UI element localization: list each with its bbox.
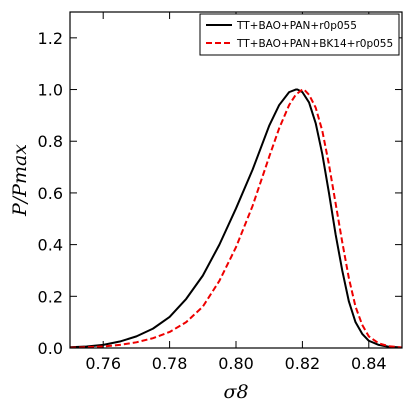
x-tick-label: 0.78 [152, 354, 188, 373]
y-tick-label: 0.8 [38, 132, 63, 151]
legend: TT+BAO+PAN+r0p055 TT+BAO+PAN+BK14+r0p055 [199, 13, 400, 56]
x-tick-label: 0.82 [285, 354, 321, 373]
legend-label: TT+BAO+PAN+r0p055 [236, 20, 357, 32]
y-tick-label: 1.0 [38, 81, 63, 100]
plot-frame [69, 11, 403, 349]
y-tick-label: 0.0 [38, 339, 63, 358]
x-tick-label: 0.84 [351, 354, 387, 373]
axis-ticks: 0.76 0.78 0.80 0.82 0.84 0.0 0.2 0.4 0.6 0.8 1.0 1.… [38, 12, 402, 373]
legend-box [199, 13, 400, 56]
y-tick-label: 0.2 [38, 287, 63, 306]
y-tick-label: 0.4 [38, 236, 63, 255]
x-tick-label: 0.80 [218, 354, 254, 373]
x-axis-label: σ8 [223, 381, 248, 403]
y-axis-label: P/Pmax [9, 144, 31, 217]
plot-area [70, 88, 402, 348]
y-tick-label: 0.6 [38, 184, 63, 203]
legend-label: TT+BAO+PAN+BK14+r0p055 [236, 38, 393, 50]
series-line-2 [70, 88, 402, 348]
y-tick-label: 1.2 [38, 29, 63, 48]
series-line-1 [70, 88, 402, 348]
x-tick-label: 0.76 [85, 354, 121, 373]
